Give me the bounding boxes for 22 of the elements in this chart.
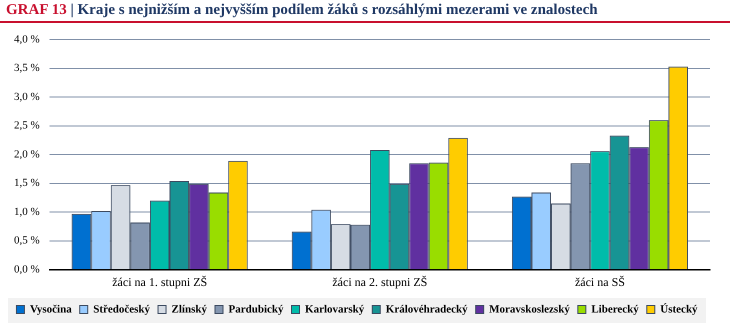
x-tick-label: žáci na 1. stupni ZŠ: [112, 274, 208, 289]
legend-label: Středočeský: [93, 303, 151, 316]
chart-title: GRAF 13 | Kraje s nejnižším a nejvyšším podílem žáků s rozsáhlými mezerami ve znalostech: [6, 2, 598, 18]
legend-label: Karlovarský: [305, 303, 365, 316]
y-tick-label: 2,5 %: [14, 120, 40, 132]
y-tick-label: 4,0 %: [14, 33, 40, 46]
y-tick-label: 2,0 %: [14, 148, 40, 160]
legend-label: Pardubický: [228, 303, 284, 316]
y-tick-label: 1,5 %: [14, 177, 40, 190]
legend-label: Vysočina: [30, 303, 72, 316]
legend-label: Liberecký: [591, 303, 640, 316]
x-tick-label: žáci na SŠ: [574, 274, 625, 289]
legend-label: Zlínský: [172, 303, 208, 316]
legend-label: Královéhradecký: [386, 303, 468, 316]
y-tick-label: 0,0 %: [14, 263, 40, 276]
y-tick-label: 0,5 %: [14, 234, 40, 247]
legend-label: Ústecký: [660, 302, 698, 316]
y-tick-label: 3,5 %: [14, 62, 40, 74]
x-tick-label: žáci na 2. stupni ZŠ: [332, 274, 428, 289]
y-tick-label: 3,0 %: [14, 90, 40, 103]
y-tick-label: 1,0 %: [14, 206, 40, 218]
legend-label: Moravskoslezský: [489, 303, 570, 316]
